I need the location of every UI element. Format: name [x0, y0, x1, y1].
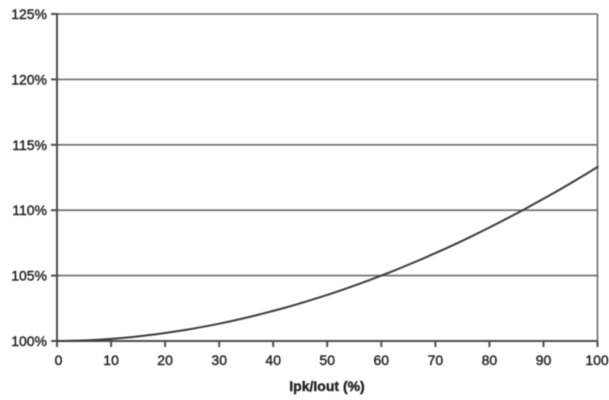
svg-text:105%: 105% — [11, 268, 47, 284]
svg-text:120%: 120% — [11, 71, 47, 87]
svg-text:125%: 125% — [11, 6, 47, 22]
svg-text:100%: 100% — [11, 333, 47, 349]
svg-text:40: 40 — [265, 352, 281, 368]
svg-text:100: 100 — [585, 352, 609, 368]
svg-text:10: 10 — [103, 352, 119, 368]
svg-text:115%: 115% — [12, 137, 47, 153]
svg-text:110%: 110% — [12, 202, 47, 218]
svg-text:0: 0 — [55, 352, 63, 368]
svg-text:30: 30 — [211, 352, 227, 368]
svg-text:70: 70 — [428, 352, 444, 368]
svg-text:50: 50 — [319, 352, 335, 368]
svg-text:60: 60 — [374, 352, 390, 368]
svg-text:90: 90 — [536, 352, 552, 368]
svg-text:Ipk/Iout (%): Ipk/Iout (%) — [289, 378, 364, 394]
svg-text:80: 80 — [482, 352, 498, 368]
svg-text:20: 20 — [157, 352, 173, 368]
